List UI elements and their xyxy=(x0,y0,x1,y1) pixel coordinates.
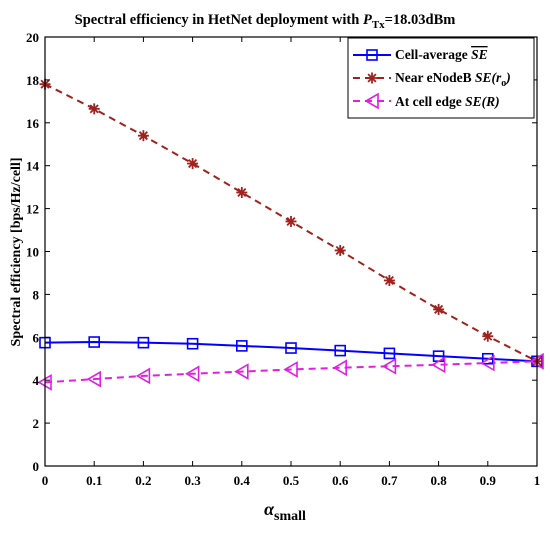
legend-marker-2 xyxy=(364,92,379,110)
series-1-point-4-stroke xyxy=(237,187,247,198)
series-1-point-2 xyxy=(137,130,149,142)
series-1-point-6 xyxy=(334,244,346,256)
legend-items xyxy=(353,49,391,110)
series-0-point-9 xyxy=(481,352,494,365)
series-1-point-3 xyxy=(187,158,199,170)
series-1-point-4 xyxy=(236,187,248,199)
series-0-point-3 xyxy=(186,337,199,350)
legend-marker-0-shape xyxy=(366,49,378,61)
series-1-point-8-stroke xyxy=(434,304,444,314)
series-0-point-2-shape xyxy=(137,336,150,349)
series-0-point-1 xyxy=(88,336,100,348)
series-2-point-6 xyxy=(332,359,348,377)
y-tick-label: 20 xyxy=(26,30,39,45)
plot-area xyxy=(37,78,544,391)
series-0-point-7 xyxy=(383,347,396,360)
series-2-point-7-shape xyxy=(381,357,397,375)
series-0-point-5 xyxy=(285,342,297,354)
y-tick-label: 18 xyxy=(26,73,40,88)
series-2-point-4 xyxy=(234,363,249,381)
y-tick-label: 4 xyxy=(33,373,40,388)
x-tick-label: 0.6 xyxy=(332,473,349,488)
series-2-point-1 xyxy=(86,370,101,388)
series-0-point-5-shape xyxy=(285,342,297,354)
y-tick-label: 12 xyxy=(26,202,39,217)
x-tick-label: 0.8 xyxy=(430,473,447,488)
series-0-point-3-shape xyxy=(186,337,199,350)
series-2-point-8-shape xyxy=(431,356,446,374)
series-2-point-3 xyxy=(185,365,200,383)
series-2-point-8 xyxy=(431,356,446,374)
x-axis-label: αsmall xyxy=(264,499,306,524)
y-tick-label: 2 xyxy=(33,416,40,431)
series-2-point-9-shape xyxy=(480,354,495,372)
series-2-point-4-shape xyxy=(234,363,249,381)
series-1-point-8 xyxy=(433,303,445,315)
legend-marker-0 xyxy=(366,49,378,61)
y-tick-label: 6 xyxy=(33,330,40,345)
x-tick-label: 0.2 xyxy=(135,473,151,488)
series-1-point-3-stroke xyxy=(188,159,198,169)
legend-label-cell-average: Cell-average SE xyxy=(395,47,488,62)
series-2-point-7 xyxy=(381,357,397,375)
series-1-point-9 xyxy=(482,330,494,342)
x-tick-label: 0 xyxy=(42,473,49,488)
series-2-point-3-shape xyxy=(185,365,200,383)
y-tick-label: 14 xyxy=(26,159,40,174)
series-2-point-2 xyxy=(135,367,151,385)
chart-title: Spectral efficiency in HetNet deployment… xyxy=(75,12,456,31)
series-1-point-5 xyxy=(285,215,297,227)
y-tick-label: 10 xyxy=(26,245,39,260)
legend-label-near-enodeb: Near eNodeB SE(ro) xyxy=(395,70,511,89)
series-0-point-7-shape xyxy=(383,347,396,360)
series-0-point-6-shape xyxy=(334,344,347,357)
series-line-0 xyxy=(44,341,538,363)
x-tick-label: 0.5 xyxy=(283,473,300,488)
series-2-point-9 xyxy=(480,354,495,372)
series-line-2 xyxy=(44,360,538,384)
series-0-point-4-shape xyxy=(236,340,248,352)
series-2-point-1-shape xyxy=(86,370,101,388)
series-1-point-7-stroke xyxy=(384,275,394,285)
series-1-point-1-stroke xyxy=(89,104,99,114)
y-tick-label: 16 xyxy=(26,116,40,131)
axes: 0 0.1 0.2 0.3 0.4 0.5 0.6 0.7 0.8 0.9 102468101214… xyxy=(26,30,540,488)
legend-marker-1-stroke xyxy=(367,73,377,83)
series-1-point-2-stroke xyxy=(138,131,148,141)
x-tick-label: 0.1 xyxy=(86,473,102,488)
series-2-point-5 xyxy=(283,361,298,378)
series-2-point-5-shape xyxy=(283,361,298,378)
series-0-point-9-shape xyxy=(481,352,494,365)
legend: Cell-average SE Near eNodeB SE(ro) At ce… xyxy=(347,37,535,119)
series-1-point-9-stroke xyxy=(483,331,493,341)
series-0-point-1-shape xyxy=(88,336,100,348)
series-0-point-4 xyxy=(236,340,248,352)
series-1-point-7 xyxy=(383,274,395,286)
x-tick-label: 0.4 xyxy=(234,473,251,488)
series-0-point-2 xyxy=(137,336,150,349)
legend-marker-1 xyxy=(366,72,378,84)
series-0-point-6 xyxy=(334,344,347,357)
y-tick-label: 0 xyxy=(33,459,40,474)
series-1-point-6-stroke xyxy=(335,245,345,255)
y-axis-label: Spectral efficiency [bps/Hz/cell] xyxy=(9,158,24,347)
series-1-point-5-stroke xyxy=(286,216,296,226)
series-2-point-6-shape xyxy=(332,359,348,377)
x-tick-label: 0.9 xyxy=(480,473,497,488)
y-tick-label: 8 xyxy=(33,287,40,302)
series-2-point-2-shape xyxy=(135,367,151,385)
series-1-point-1 xyxy=(88,103,100,115)
legend-marker-2-shape xyxy=(364,92,379,110)
x-tick-label: 0.3 xyxy=(184,473,201,488)
x-tick-label: 0.7 xyxy=(381,473,398,488)
legend-label-cell-edge: At cell edge SE(R) xyxy=(395,94,500,109)
x-tick-label: 1 xyxy=(534,473,541,488)
